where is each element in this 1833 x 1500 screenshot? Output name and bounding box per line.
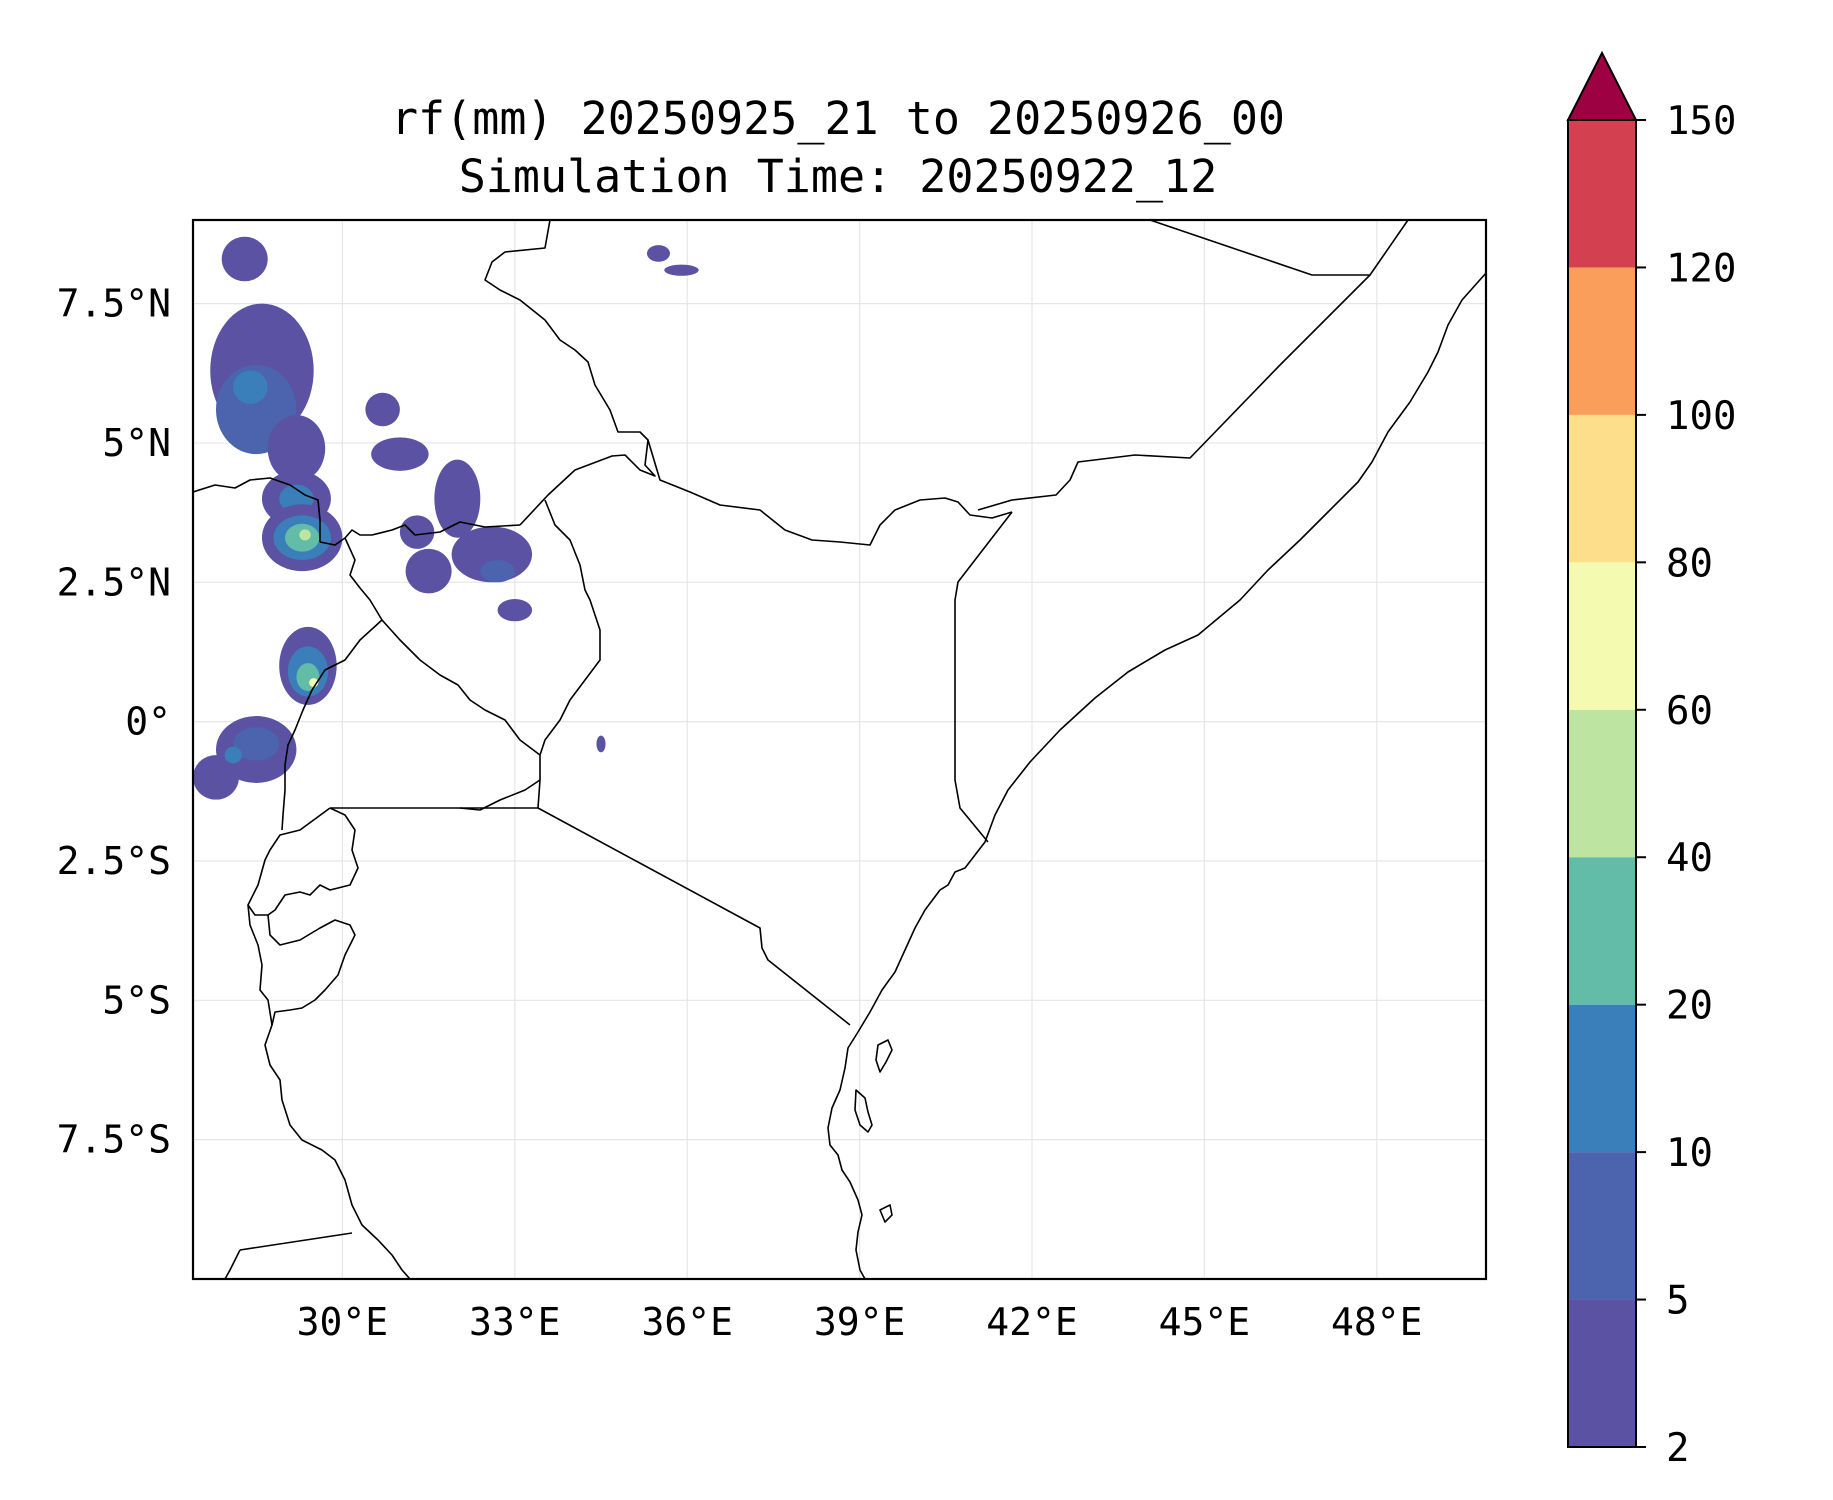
rainfall-cell [224,746,242,764]
rainfall-cell [193,755,239,800]
map-title-line-1: rf(mm) 20250925_21 to 20250926_00 [391,92,1285,145]
colorbar-tick-label: 2 [1666,1426,1689,1471]
longitude-axis: 30°E 33°E 36°E 39°E 42°E 45°E 48°E [297,1300,1423,1344]
border-tanzania-zambia [239,1232,353,1251]
lon-tick-label: 39°E [814,1300,906,1344]
lat-tick-label: 7.5°S [57,1118,171,1162]
coastline-somalia [857,272,1486,1033]
colorbar-segment [1568,120,1636,268]
colorbar-tick-label: 20 [1666,984,1713,1029]
lat-tick-label: 2.5°S [57,839,171,883]
colorbar-tick-label: 10 [1666,1131,1713,1176]
rainfall-cell [296,663,320,691]
border-uganda-kenya [537,499,601,809]
border-uganda-drc [281,537,383,831]
border-kenya-tanzania [537,807,851,1026]
rainfall-cell [299,529,311,541]
colorbar-tick-label: 5 [1666,1279,1689,1324]
rainfall-cell [405,548,452,594]
island-mafia [879,1204,893,1223]
colorbar-segment [1568,709,1636,858]
rainfall-cell [646,245,670,262]
border-south-sudan-ethiopia [484,220,656,526]
lat-tick-label: 7.5°N [57,282,171,326]
border-zambia-malawi [224,1249,241,1279]
colorbar-tick-label: 40 [1666,836,1713,881]
colorbar-frame [1567,119,1637,1448]
rainfall-cell [233,370,268,404]
rainfall-cell [233,727,280,761]
rainfall-cell [221,236,268,282]
colorbar-segment [1568,1004,1636,1153]
rainfall-cell [596,735,606,753]
border-rwanda [247,807,359,916]
border-burundi-tanzania [267,914,356,1026]
map-gridlines [193,220,1486,1279]
colorbar-tick-label: 60 [1666,689,1713,734]
rainfall-cell [434,459,481,538]
lon-tick-label: 48°E [1331,1300,1423,1344]
rainfall-cell [365,392,400,427]
colorbar-extend-arrow [1566,50,1638,121]
colorbar-tick-label: 150 [1666,99,1736,144]
colorbar-tick-label: 100 [1666,394,1736,439]
coastline [381,272,1486,1279]
rainfall-cell [399,515,435,549]
latitude-axis: 7.5°N 5°N 2.5°N 0° 2.5°S 5°S 7.5°S [57,282,171,1162]
border-ethiopia-somalia [977,274,1371,511]
lat-tick-label: 2.5°N [57,560,171,604]
island-pemba [875,1039,893,1073]
colorbar-segment [1568,414,1636,563]
map-background [193,220,1486,1279]
rainfall-cell [497,599,533,622]
map-frame [191,218,1488,1281]
lon-tick-label: 36°E [641,1300,733,1344]
island-zanzibar [854,1089,873,1133]
colorbar-tick-label: 120 [1666,246,1736,291]
rainfall-cell [664,264,699,276]
border-south-sudan-drc [193,477,321,542]
lon-tick-label: 45°E [1159,1300,1251,1344]
rainfall-cell [371,437,429,471]
map-title-line-2: Simulation Time: 20250922_12 [459,150,1218,203]
border-ethiopia-north [1149,220,1409,276]
lat-tick-label: 5°N [102,421,171,465]
coastline-tanzania [827,1031,866,1279]
lon-tick-label: 30°E [297,1300,389,1344]
lon-tick-label: 33°E [469,1300,561,1344]
rainfall-contours [193,236,699,800]
colorbar-segment [1568,1152,1636,1300]
lon-tick-label: 42°E [986,1300,1078,1344]
colorbar-segment [1568,562,1636,710]
lat-tick-label: 5°S [102,978,171,1022]
colorbar-segment [1568,267,1636,415]
rainfall-cell [480,559,515,583]
country-borders [193,220,1409,1279]
border-kenya-somalia [954,511,1013,843]
lat-tick-label: 0° [125,700,171,744]
border-ethiopia-kenya [647,439,1013,546]
colorbar-segment [1568,1299,1636,1447]
rainfall-cell [267,415,326,482]
lake-victoria-shore [381,619,541,811]
map-panel: 30°E 33°E 36°E 39°E 42°E 45°E 48°E 7.5°N 5°N 2.5… [57,218,1488,1344]
colorbar-tick-label: 80 [1666,541,1713,586]
colorbar: 2 5 10 20 40 60 80 100 120 150 [1566,50,1736,1471]
border-tanzania-drc [247,904,411,1279]
colorbar-segment [1568,857,1636,1005]
